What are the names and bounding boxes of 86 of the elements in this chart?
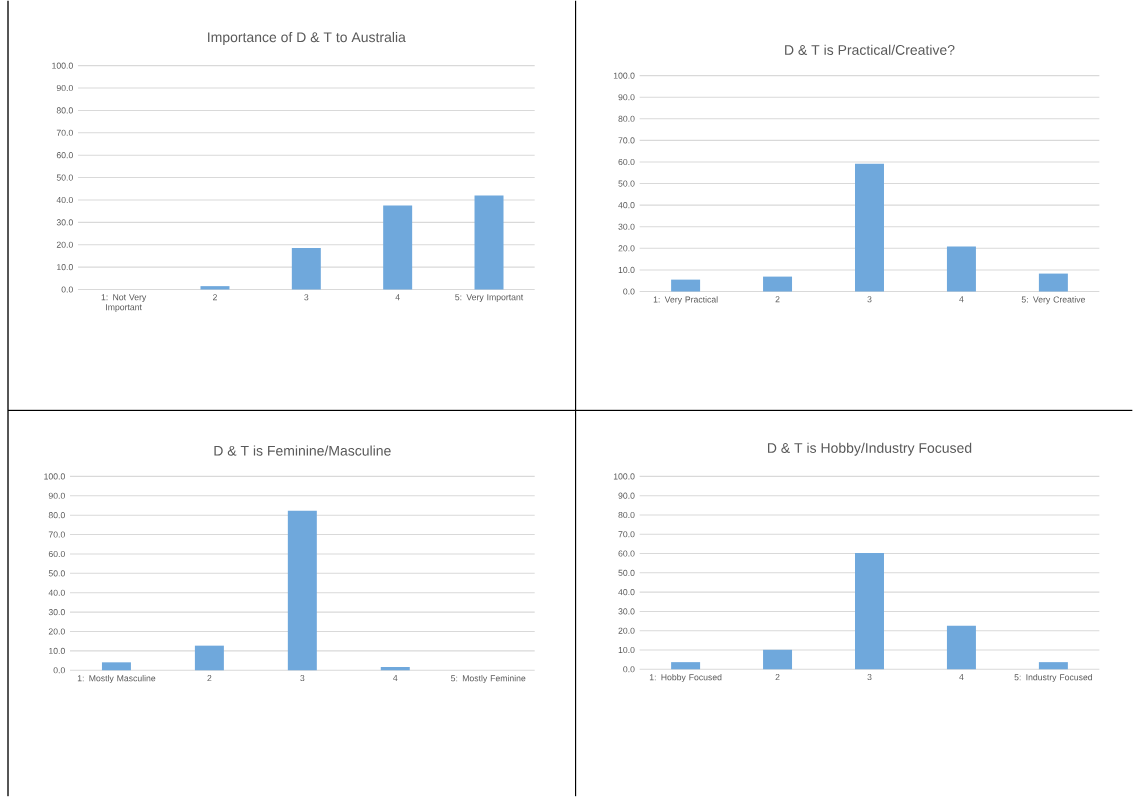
y-tick-label: 90.0 bbox=[48, 492, 65, 499]
bar bbox=[291, 248, 321, 290]
x-tick-label: 1: Mostly Masculine bbox=[77, 675, 156, 684]
y-tick-label: 0.0 bbox=[623, 288, 635, 295]
bar bbox=[671, 279, 701, 292]
y-tick-label: 50.0 bbox=[618, 180, 635, 187]
y-tick-label: 30.0 bbox=[618, 608, 635, 615]
y-tick-label: 70.0 bbox=[48, 531, 65, 538]
y-tick-label: 100.0 bbox=[613, 72, 635, 79]
y-tick-label: 80.0 bbox=[48, 512, 65, 519]
bar bbox=[671, 662, 701, 670]
y-tick-label: 50.0 bbox=[618, 569, 635, 576]
x-tick-label: 5: Very Creative bbox=[1021, 296, 1085, 305]
chart-title: Importance of D & T to Australia bbox=[208, 31, 406, 45]
x-tick-label: 5: Very Important bbox=[455, 294, 524, 303]
x-tick-label: 4 bbox=[959, 674, 964, 681]
bar bbox=[380, 667, 410, 671]
chart-title: D & T is Practical/Creative? bbox=[785, 44, 955, 55]
y-tick-label: 30.0 bbox=[618, 223, 635, 230]
bar bbox=[763, 276, 793, 292]
x-tick-label: 5: Mostly Feminine bbox=[451, 675, 526, 684]
x-tick-label: 2 bbox=[207, 675, 212, 682]
y-tick-label: 80.0 bbox=[56, 107, 73, 114]
x-tick-label: 4 bbox=[959, 296, 964, 303]
bar bbox=[383, 205, 413, 290]
chart-title: D & T is Hobby/Industry Focused bbox=[768, 442, 972, 456]
y-tick-label: 40.0 bbox=[618, 202, 635, 209]
y-tick-label: 60.0 bbox=[48, 550, 65, 558]
y-tick-label: 0.0 bbox=[623, 666, 635, 673]
y-tick-label: 60.0 bbox=[618, 550, 635, 557]
y-tick-label: 10.0 bbox=[618, 266, 635, 274]
bar bbox=[200, 286, 230, 290]
y-tick-label: 50.0 bbox=[56, 174, 73, 181]
y-tick-label: 30.0 bbox=[56, 219, 73, 226]
y-tick-label: 60.0 bbox=[56, 152, 73, 159]
x-tick-label: 4 bbox=[393, 675, 398, 682]
x-tick-label: 3 bbox=[300, 675, 305, 682]
x-tick-label: 3 bbox=[867, 296, 872, 303]
y-tick-label: 10.0 bbox=[49, 647, 65, 655]
x-tick-label: 2 bbox=[775, 296, 780, 303]
x-tick-label: 1: Very Practical bbox=[653, 296, 718, 305]
y-tick-label: 100.0 bbox=[44, 473, 65, 480]
y-tick-label: 40.0 bbox=[48, 589, 65, 596]
y-tick-label: 10.0 bbox=[618, 646, 635, 654]
x-tick-label: 3 bbox=[867, 674, 872, 681]
y-tick-label: 60.0 bbox=[618, 158, 635, 166]
y-tick-label: 0.0 bbox=[61, 286, 73, 293]
bar bbox=[194, 645, 224, 671]
y-tick-label: 100.0 bbox=[52, 62, 73, 69]
y-tick-label: 40.0 bbox=[56, 196, 73, 204]
bar bbox=[855, 163, 884, 292]
y-tick-label: 0.0 bbox=[53, 667, 65, 674]
y-tick-label: 90.0 bbox=[618, 492, 635, 499]
y-tick-label: 10.0 bbox=[57, 264, 73, 271]
bar bbox=[763, 649, 793, 670]
bar bbox=[855, 553, 884, 670]
x-tick-label: 1: Hobby Focused bbox=[649, 674, 722, 683]
y-tick-label: 80.0 bbox=[618, 115, 635, 122]
y-tick-label: 20.0 bbox=[56, 241, 73, 248]
bar bbox=[101, 662, 131, 671]
x-tick-label: 5: Industry Focused bbox=[1014, 674, 1093, 683]
y-tick-label: 20.0 bbox=[618, 627, 635, 634]
y-tick-label: 40.0 bbox=[618, 589, 635, 596]
y-tick-label: 50.0 bbox=[48, 570, 65, 577]
chart-title: D & T is Feminine/Masculine bbox=[214, 445, 391, 456]
y-tick-label: 80.0 bbox=[618, 511, 635, 519]
y-tick-label: 100.0 bbox=[613, 473, 635, 480]
y-tick-label: 70.0 bbox=[618, 531, 635, 538]
bar bbox=[946, 625, 976, 670]
x-tick-label: 3 bbox=[304, 294, 309, 301]
y-tick-label: 20.0 bbox=[48, 628, 65, 635]
x-tick-label: 2 bbox=[775, 674, 780, 681]
x-tick-label: 1: Not Very Important bbox=[101, 294, 147, 313]
bar bbox=[946, 246, 976, 292]
y-tick-label: 90.0 bbox=[56, 85, 73, 92]
y-tick-label: 20.0 bbox=[618, 245, 635, 252]
bar bbox=[1038, 662, 1068, 670]
bar bbox=[474, 195, 504, 290]
y-tick-label: 30.0 bbox=[48, 609, 65, 616]
x-tick-label: 4 bbox=[395, 294, 400, 301]
x-tick-label: 2 bbox=[213, 294, 217, 301]
bar bbox=[1038, 273, 1068, 292]
y-tick-label: 90.0 bbox=[618, 94, 635, 101]
y-tick-label: 70.0 bbox=[618, 137, 635, 144]
bar bbox=[287, 510, 317, 671]
y-tick-label: 70.0 bbox=[56, 129, 73, 136]
